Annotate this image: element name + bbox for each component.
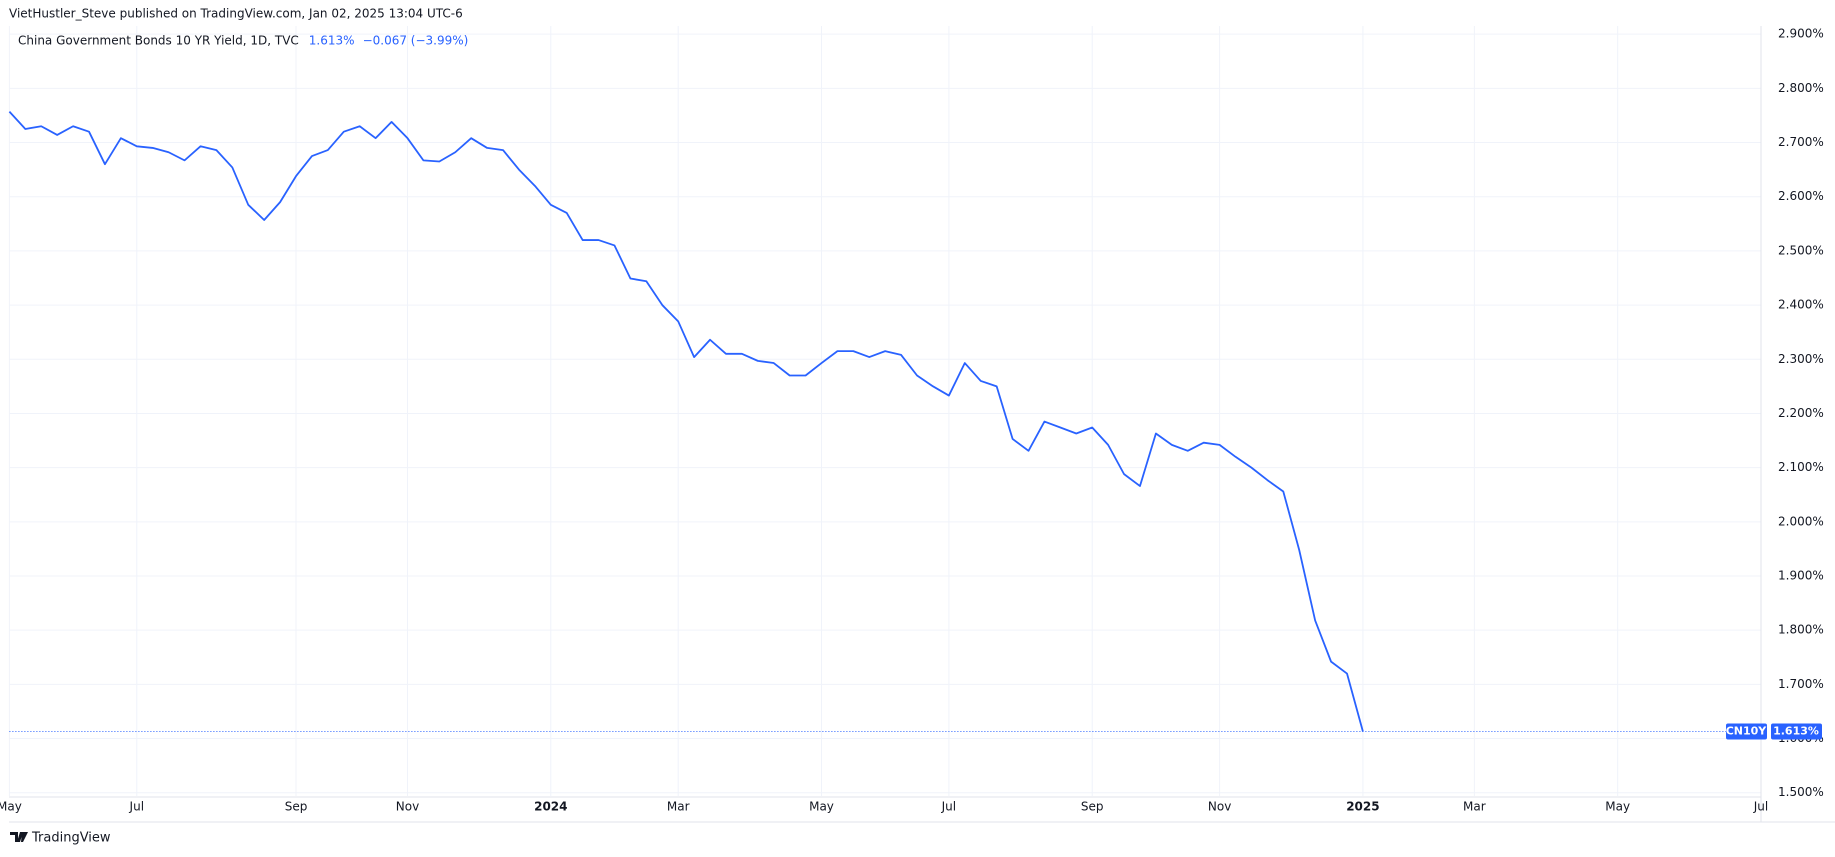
x-tick-label: Jul: [1753, 800, 1768, 814]
price-tag: 1.613%: [1773, 725, 1819, 738]
legend-change: −0.067 (−3.99%): [363, 34, 469, 48]
y-tick-label: 1.800%: [1778, 623, 1824, 637]
x-tick-label: May: [1605, 800, 1630, 814]
y-tick-label: 2.800%: [1778, 81, 1824, 95]
y-tick-label: 1.700%: [1778, 677, 1824, 691]
y-tick-label: 2.500%: [1778, 243, 1824, 257]
y-tick-label: 2.100%: [1778, 460, 1824, 474]
y-tick-label: 2.900%: [1778, 27, 1824, 41]
x-tick-label: Mar: [1463, 800, 1486, 814]
x-tick-label: Nov: [396, 800, 419, 814]
x-tick-label: 2025: [1346, 800, 1379, 814]
y-tick-label: 2.600%: [1778, 189, 1824, 203]
x-tick-label: Jul: [129, 800, 144, 814]
y-tick-label: 2.300%: [1778, 352, 1824, 366]
brand: TradingView: [31, 831, 111, 846]
y-tick-label: 2.700%: [1778, 135, 1824, 149]
series-line: [8, 111, 1364, 732]
x-tick-label: Mar: [667, 800, 690, 814]
y-tick-label: 1.900%: [1778, 569, 1824, 583]
symbol-tag-bg: [1726, 723, 1767, 740]
x-tick-label: May: [0, 800, 22, 814]
y-tick-label: 2.200%: [1778, 406, 1824, 420]
x-tick-label: May: [809, 800, 834, 814]
y-tick-label: 2.400%: [1778, 298, 1824, 312]
plot: [8, 26, 1761, 796]
y-tick-label: 1.500%: [1778, 785, 1824, 799]
x-tick-label: Nov: [1208, 800, 1231, 814]
legend-last: 1.613%: [309, 34, 355, 48]
legend-title: China Government Bonds 10 YR Yield, 1D, …: [18, 34, 299, 48]
logo: TradingView: [10, 831, 111, 846]
publisher: VietHustler_Steve published on TradingVi…: [9, 7, 463, 21]
x-tick-label: 2024: [534, 800, 567, 814]
x-tick-label: Sep: [285, 800, 308, 814]
symbol-tag: CN10Y: [1726, 725, 1768, 738]
x-tick-label: Jul: [941, 800, 956, 814]
y-tick-label: 2.000%: [1778, 514, 1824, 528]
price-tag-bg: [1771, 723, 1822, 740]
logo-icon: [10, 832, 28, 842]
x-tick-label: Sep: [1081, 800, 1104, 814]
